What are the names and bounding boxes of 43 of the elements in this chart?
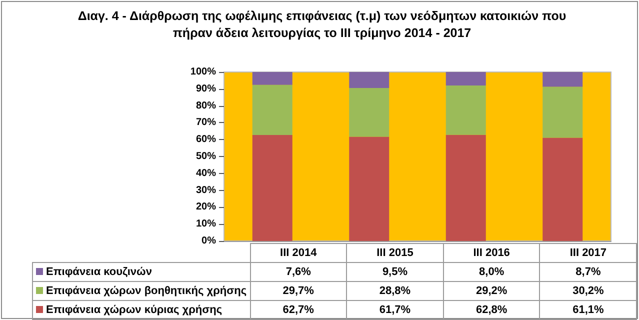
bar xyxy=(349,72,390,88)
data-label: 61,7% xyxy=(346,300,444,320)
data-label: 28,8% xyxy=(346,282,444,300)
y-tick-label: 60% xyxy=(196,134,216,146)
bar xyxy=(446,72,486,86)
chart-title: Διαγ. 4 - Διάρθρωση της ωφέλιμης επιφάνειας (τ.μ) των νεόδμητων κατοικιών που πήραν άδεια λειτουργίας το ΙΙΙ τρίμηνο 2014 - 2017 xyxy=(76,8,568,42)
y-tick-label: 80% xyxy=(196,100,216,112)
x-tick-label: III 2014 xyxy=(250,244,347,262)
bar xyxy=(349,136,390,241)
bar xyxy=(542,86,583,138)
data-label: 29,2% xyxy=(443,282,540,300)
bar xyxy=(542,72,583,87)
bar xyxy=(349,88,390,137)
data-label: 8,7% xyxy=(540,262,636,282)
data-label: 62,7% xyxy=(250,300,347,320)
bar xyxy=(252,135,292,241)
y-tick-label: 0% xyxy=(202,236,216,246)
bar xyxy=(446,86,486,135)
data-label: 62,8% xyxy=(443,300,540,320)
bar xyxy=(542,138,583,241)
y-tick-label: 50% xyxy=(196,151,216,162)
data-label: 29,7% xyxy=(250,282,347,300)
x-tick-label: III 2016 xyxy=(443,244,540,262)
bar xyxy=(252,72,292,85)
data-label: 8,0% xyxy=(443,262,540,282)
bar xyxy=(446,134,486,241)
y-tick-label: 40% xyxy=(196,168,216,179)
legend-label: Επιφάνεια κουζινών xyxy=(32,262,250,282)
legend-label: Επιφάνεια χώρων κύριας χρήσης xyxy=(32,300,250,320)
x-tick-label: III 2017 xyxy=(540,244,636,262)
data-label: 9,5% xyxy=(346,262,444,282)
y-tick-label: 90% xyxy=(196,83,216,94)
y-tick-label: 100% xyxy=(190,66,216,78)
data-label: 7,6% xyxy=(250,262,347,282)
y-tick-label: 70% xyxy=(196,117,216,128)
legend-label: Επιφάνεια χώρων βοηθητικής χρήσης xyxy=(32,282,250,300)
y-tick-label: 10% xyxy=(196,218,216,230)
y-tick-label: 20% xyxy=(196,202,216,213)
bar xyxy=(252,84,292,136)
data-label: 30,2% xyxy=(540,282,636,300)
data-label: 61,1% xyxy=(540,300,636,320)
x-tick-label: III 2015 xyxy=(346,244,444,262)
y-tick-label: 30% xyxy=(196,184,216,196)
